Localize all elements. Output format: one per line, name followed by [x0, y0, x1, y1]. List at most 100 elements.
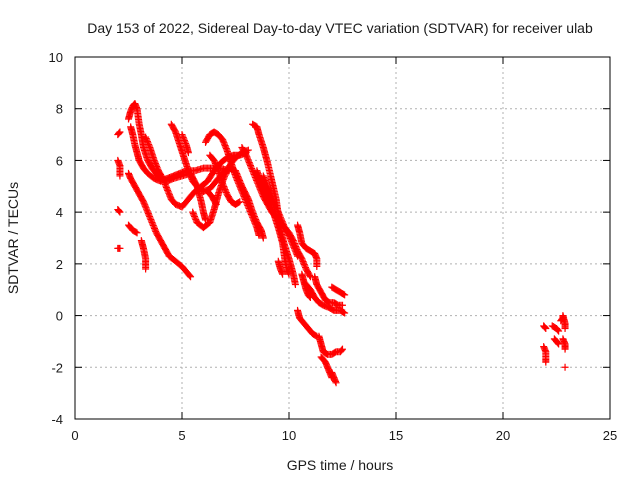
- data-point: [146, 214, 154, 222]
- plot-frame: [74, 56, 611, 420]
- data-point: [222, 143, 230, 151]
- data-point: [187, 174, 195, 182]
- x-tick-label: 20: [496, 428, 510, 443]
- data-point: [540, 323, 548, 331]
- data-point: [141, 201, 149, 209]
- data-point: [234, 178, 242, 186]
- data-point: [147, 217, 155, 225]
- y-tick-label: 8: [56, 102, 63, 117]
- data-point: [153, 162, 161, 170]
- y-axis-label: SDTVAR / TECUs: [5, 182, 21, 294]
- data-point: [148, 218, 156, 226]
- data-point: [240, 193, 248, 201]
- data-point: [150, 224, 158, 232]
- data-point: [265, 185, 273, 193]
- data-point: [272, 203, 280, 211]
- data-point: [163, 185, 171, 193]
- data-point: [186, 171, 194, 179]
- data-point: [244, 156, 252, 164]
- data-point: [233, 175, 241, 183]
- data-point: [244, 201, 252, 209]
- data-point: [301, 262, 309, 270]
- data-point: [242, 197, 250, 205]
- data-point: [180, 136, 188, 144]
- data-point: [285, 270, 293, 278]
- data-point: [146, 213, 154, 221]
- data-point: [238, 187, 246, 195]
- data-point: [542, 358, 550, 366]
- data-point: [232, 172, 239, 180]
- data-point: [276, 212, 284, 220]
- data-point: [213, 164, 221, 172]
- data-point: [160, 177, 168, 185]
- data-point: [306, 271, 314, 279]
- data-point: [238, 188, 246, 196]
- data-point: [164, 188, 172, 196]
- data-point: [152, 161, 160, 169]
- data-point: [161, 179, 169, 187]
- data-point: [279, 219, 287, 227]
- data-point: [142, 204, 150, 212]
- data-point: [241, 194, 249, 202]
- data-point: [553, 338, 561, 346]
- x-tick-label: 25: [603, 428, 617, 443]
- data-point: [247, 210, 255, 218]
- data-point: [235, 198, 243, 206]
- data-point: [273, 206, 281, 214]
- data-point: [313, 262, 321, 270]
- data-point: [162, 182, 170, 190]
- data-point: [292, 244, 300, 252]
- data-point: [259, 234, 267, 242]
- y-tick-label: -2: [51, 360, 63, 375]
- data-point: [279, 221, 287, 229]
- data-point: [341, 291, 349, 299]
- data-point: [236, 184, 244, 192]
- data-point: [187, 173, 195, 181]
- data-point: [149, 221, 157, 229]
- data-point: [273, 204, 281, 212]
- data-point: [298, 256, 306, 264]
- data-point: [270, 197, 278, 205]
- data-point: [266, 188, 274, 196]
- data-point: [192, 216, 200, 224]
- data-point: [339, 301, 346, 309]
- data-point: [185, 168, 193, 176]
- data-point: [561, 325, 569, 332]
- data-point: [179, 132, 187, 140]
- data-point: [187, 273, 195, 281]
- data-point: [151, 159, 159, 167]
- x-tick-label: 0: [71, 428, 78, 443]
- chart-title: Day 153 of 2022, Sidereal Day-to-day VTE…: [87, 20, 593, 36]
- data-point: [263, 181, 271, 189]
- data-point: [291, 240, 299, 248]
- data-point: [292, 242, 300, 250]
- y-tick-label: 4: [56, 205, 63, 220]
- data-point: [144, 139, 152, 147]
- data-point: [142, 133, 150, 141]
- data-point: [275, 209, 283, 217]
- data-point: [213, 162, 221, 170]
- data-point: [252, 221, 260, 229]
- data-point: [259, 172, 267, 180]
- data-point: [250, 218, 258, 226]
- data-point: [235, 179, 243, 187]
- data-point: [246, 206, 254, 214]
- data-point: [115, 129, 123, 137]
- data-point: [298, 255, 306, 263]
- data-point: [245, 159, 253, 167]
- data-point: [264, 182, 272, 190]
- data-point: [312, 332, 320, 340]
- data-point: [162, 183, 170, 191]
- data-point: [241, 196, 249, 204]
- data-point: [179, 134, 187, 142]
- data-point: [267, 191, 275, 199]
- data-point: [249, 168, 257, 176]
- data-point: [132, 228, 140, 236]
- data-point: [291, 281, 299, 289]
- data-point: [116, 208, 124, 216]
- data-point: [115, 130, 123, 138]
- data-point: [139, 198, 147, 206]
- data-point: [189, 210, 197, 218]
- data-point: [243, 200, 251, 208]
- data-point: [242, 151, 250, 159]
